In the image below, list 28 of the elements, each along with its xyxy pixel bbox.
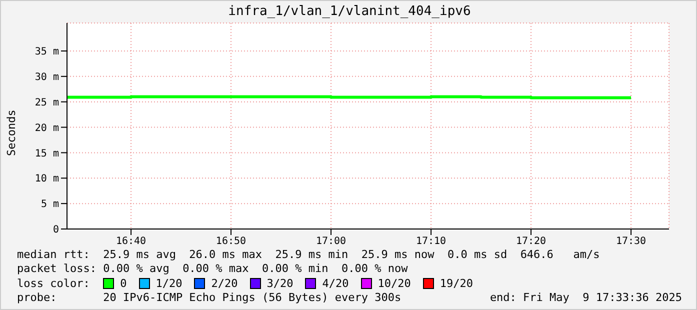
legend-label: 4/20 bbox=[322, 276, 349, 291]
text: probe: 20 IPv6-ICMP Echo Pings (56 Bytes) every 300s bbox=[17, 290, 402, 304]
y-tick-label: 25 m bbox=[34, 97, 59, 108]
legend-label: 19/20 bbox=[440, 276, 473, 291]
x-tick-label: 16:50 bbox=[216, 236, 246, 248]
y-tick-label: 30 m bbox=[34, 72, 59, 83]
chart-title: infra_1/vlan_1/vlanint_404_ipv6 bbox=[227, 4, 472, 19]
text: packet loss: 0.00 % avg 0.00 % max 0.00 % min 0.00 % now bbox=[17, 262, 409, 277]
y-tick-label: 35 m bbox=[34, 46, 59, 58]
legend-label: 3/20 bbox=[266, 276, 294, 291]
legend-label: 10/20 bbox=[378, 276, 411, 291]
text: median rtt: 25.9 ms avg 26.0 ms max 25.9 ms min 25.9 ms now 0.0 ms sd 646.6 am/s bbox=[17, 248, 601, 262]
x-tick-label: 17:00 bbox=[316, 236, 346, 248]
y-tick-label: 20 m bbox=[34, 122, 59, 134]
legend-title: loss color: bbox=[17, 276, 91, 291]
y-tick-label: 15 m bbox=[34, 148, 59, 160]
y-axis-title: Seconds bbox=[5, 108, 18, 156]
text: end: Fri May 9 17:33:36 2025 bbox=[490, 290, 682, 306]
legend-label: 0 bbox=[120, 276, 127, 291]
x-tick-label: 17:20 bbox=[516, 236, 546, 248]
legend-label: 2/20 bbox=[211, 276, 238, 291]
y-tick-label: 5 m bbox=[40, 199, 59, 210]
y-tick-label: 0 bbox=[52, 224, 59, 236]
legend-label: 1/20 bbox=[156, 276, 182, 291]
x-tick-label: 17:10 bbox=[416, 236, 446, 248]
x-tick-label: 17:30 bbox=[616, 236, 646, 248]
x-tick-label: 16:40 bbox=[116, 236, 146, 248]
y-tick-label: 10 m bbox=[34, 174, 59, 185]
